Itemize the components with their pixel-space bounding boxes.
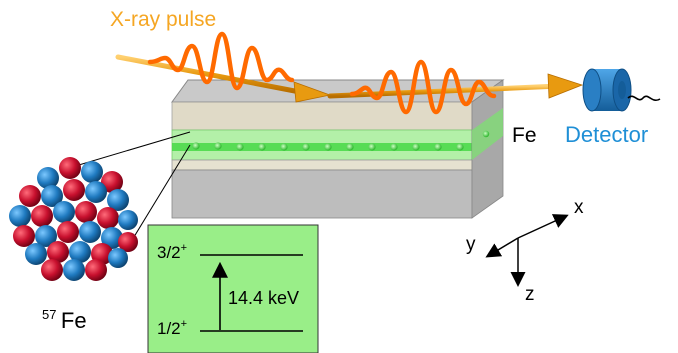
sample-slab bbox=[171, 79, 505, 219]
upper-level-label: 3/2+ bbox=[157, 242, 187, 262]
isotope-mass-number: 57 bbox=[42, 307, 56, 322]
nucleus-icon bbox=[9, 157, 138, 281]
xray-wave-packet-2 bbox=[349, 59, 497, 115]
energy-level-box bbox=[147, 224, 319, 353]
axis-x-label: x bbox=[574, 197, 584, 218]
xray-pulse-label: X-ray pulse bbox=[110, 8, 216, 31]
xray-wave-packet-1 bbox=[147, 31, 295, 91]
axis-y-label: y bbox=[466, 234, 476, 255]
fe-layer-label: Fe bbox=[512, 124, 537, 147]
beam-arrowhead-2 bbox=[547, 73, 584, 99]
lower-level-label: 1/2+ bbox=[157, 318, 187, 338]
leader-line-bottom bbox=[125, 144, 191, 251]
slab-substrate bbox=[171, 169, 473, 219]
fe-atoms bbox=[192, 130, 490, 151]
isotope-symbol: Fe bbox=[61, 308, 87, 333]
axis-z-label: z bbox=[525, 284, 535, 305]
slab-upper-layer bbox=[171, 101, 473, 131]
detector-icon bbox=[582, 68, 661, 112]
axis-icon bbox=[485, 214, 569, 287]
beam-arrowhead-1 bbox=[293, 81, 332, 103]
detector-label: Detector bbox=[565, 122, 648, 147]
isotope-label: 57 Fe bbox=[42, 306, 87, 333]
slab-lower-layer bbox=[171, 159, 473, 171]
leader-line-top bbox=[61, 131, 191, 171]
transition-energy-label: 14.4 keV bbox=[228, 288, 299, 308]
